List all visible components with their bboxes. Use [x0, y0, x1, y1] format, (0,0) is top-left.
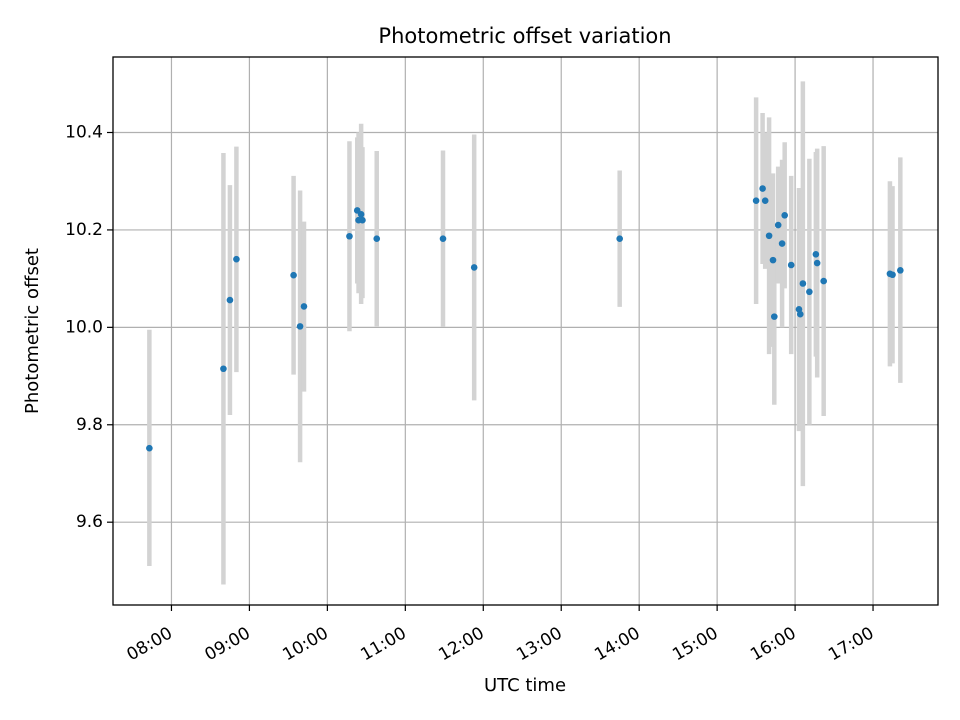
- y-axis-title: Photometric offset: [22, 248, 43, 414]
- data-point: [778, 240, 786, 247]
- data-point: [220, 365, 227, 373]
- data-point: [769, 256, 777, 264]
- data-point: [787, 261, 795, 269]
- data-points: [146, 185, 904, 452]
- data-point: [796, 310, 804, 318]
- data-point: [346, 232, 353, 240]
- y-tick-label: 9.8: [76, 415, 103, 435]
- x-axis-title: UTC time: [484, 675, 566, 696]
- data-point: [226, 296, 234, 304]
- data-point: [806, 288, 813, 296]
- data-point: [765, 232, 773, 240]
- chart-title: Photometric offset variation: [378, 24, 671, 48]
- data-point: [761, 197, 769, 204]
- data-point: [616, 235, 623, 242]
- data-point: [889, 271, 896, 279]
- data-point: [359, 216, 366, 224]
- data-point: [357, 211, 365, 218]
- data-point: [770, 313, 778, 320]
- y-axis-ticks: 9.6 9.8 10.0 10.2 10.4: [65, 123, 113, 532]
- y-tick-label: 9.6: [76, 512, 103, 532]
- data-point: [373, 235, 381, 242]
- data-point: [296, 323, 304, 330]
- data-point: [470, 264, 478, 271]
- data-point: [290, 271, 297, 279]
- data-point: [812, 250, 820, 258]
- y-tick-label: 10.2: [65, 220, 103, 240]
- data-point: [759, 185, 766, 192]
- data-point: [820, 277, 827, 285]
- data-point: [752, 197, 760, 204]
- data-point: [813, 259, 821, 267]
- data-point: [439, 235, 447, 242]
- y-tick-label: 10.4: [65, 123, 103, 143]
- grid-lines: [113, 57, 938, 605]
- data-point: [781, 212, 788, 219]
- data-point: [146, 444, 153, 452]
- y-tick-label: 10.0: [65, 317, 103, 337]
- data-point: [233, 255, 240, 263]
- data-point: [774, 221, 782, 229]
- data-point: [799, 280, 807, 287]
- plot-frame: [112, 56, 939, 606]
- data-point: [897, 267, 904, 274]
- data-point: [300, 303, 308, 310]
